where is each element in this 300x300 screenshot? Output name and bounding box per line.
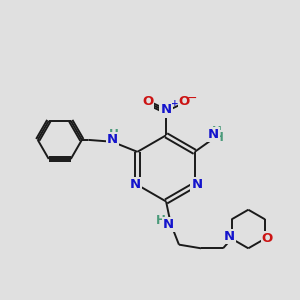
Text: N: N (191, 178, 203, 191)
Text: −: − (187, 92, 197, 105)
Text: N: N (106, 134, 118, 146)
Text: O: O (262, 232, 273, 245)
Text: H: H (214, 130, 224, 144)
Text: H: H (156, 214, 166, 227)
Text: H: H (212, 125, 222, 138)
Text: +: + (171, 99, 178, 108)
Text: H: H (109, 128, 119, 141)
Text: N: N (160, 103, 172, 116)
Text: N: N (163, 218, 174, 231)
Text: N: N (208, 128, 219, 141)
Text: N: N (130, 178, 141, 191)
Text: N: N (224, 230, 235, 243)
Text: O: O (179, 95, 190, 108)
Text: O: O (142, 95, 153, 108)
